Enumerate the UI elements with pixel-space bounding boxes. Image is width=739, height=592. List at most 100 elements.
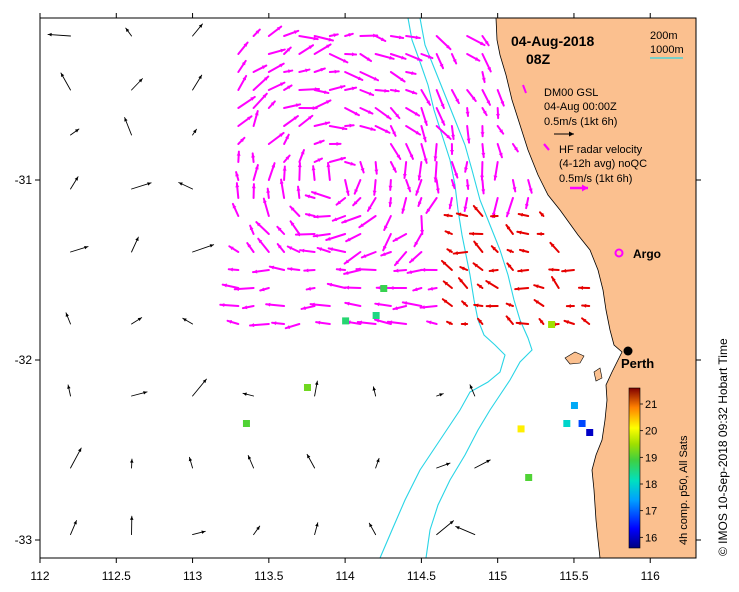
radar-arrow (448, 197, 453, 210)
radar-arrow (359, 161, 365, 174)
radar-arrow (252, 28, 261, 37)
radar-arrow-red (446, 320, 453, 326)
colorbar-label: 4h comp. p50, All Sats (678, 435, 690, 545)
credit-text: © IMOS 10-Sep-2018 09:32 Hobart Time (716, 338, 730, 556)
radar-arrow (235, 182, 240, 199)
radar-arrow (466, 89, 477, 102)
perth-label: Perth (621, 356, 654, 371)
radar-arrow (481, 143, 486, 159)
colorbar-tick-label: 21 (645, 399, 657, 411)
radar-arrow-layer (219, 25, 591, 330)
radar-arrow (344, 32, 354, 37)
radar-arrow (405, 143, 414, 160)
radar-arrow (326, 282, 347, 289)
radar-arrow (252, 164, 259, 181)
radar-arrow (359, 107, 374, 115)
x-tick-label: 114 (336, 569, 355, 583)
radar-arrow (303, 268, 316, 273)
radar-arrow (267, 100, 276, 109)
radar-legend-swatch-icon (543, 143, 550, 151)
radar-arrow-red (514, 286, 530, 291)
colorbar-tick-label: 20 (645, 426, 657, 438)
x-tick-label: 113.5 (254, 569, 283, 583)
radar-arrow (419, 305, 438, 310)
radar-arrow-red (472, 204, 484, 217)
radar-arrow (298, 114, 314, 127)
model-arrow (306, 453, 316, 469)
model-arrow (70, 245, 89, 253)
model-arrow (375, 457, 380, 469)
radar-arrow (493, 161, 499, 181)
model-arrow (253, 525, 261, 536)
model-legend-line1: DM00 GSL (544, 87, 598, 99)
colorbar-tick-label: 18 (645, 479, 657, 491)
radar-arrow (481, 71, 486, 84)
radar-arrow (237, 136, 246, 145)
radar-arrow (237, 41, 249, 55)
radar-arrow-red (441, 298, 453, 307)
radar-arrow (344, 71, 364, 81)
model-arrow (65, 312, 71, 325)
radar-arrow (405, 35, 421, 40)
sst-colorbar (628, 387, 641, 549)
radar-arrow (481, 179, 486, 195)
radar-arrow-red (550, 276, 560, 289)
bathymetry-contours (379, 17, 533, 559)
model-arrow (124, 117, 132, 136)
radar-arrow (374, 35, 387, 42)
radar-arrow (420, 53, 434, 60)
radar-arrow (279, 178, 286, 199)
radar-arrow-red (473, 303, 484, 308)
radar-arrow (328, 85, 346, 91)
sst-patch (372, 312, 380, 319)
model-arrow (368, 522, 377, 536)
map-time: 08Z (526, 51, 551, 67)
radar-arrow (283, 84, 293, 91)
radar-arrow (420, 143, 428, 164)
radar-arrow (235, 171, 240, 181)
model-arrow (47, 32, 71, 37)
radar-arrow (331, 215, 347, 222)
radar-arrow (298, 44, 315, 55)
radar-arrow (359, 125, 376, 131)
sst-patch (570, 402, 578, 409)
radar-arrow-red (549, 241, 560, 253)
radar-arrow (352, 197, 362, 207)
radar-arrow (388, 286, 408, 290)
radar-arrow-red (473, 240, 484, 253)
radar-arrow (284, 323, 301, 330)
radar-arrow (366, 197, 377, 212)
radar-arrow (412, 287, 423, 292)
radar-arrow (413, 233, 423, 248)
radar-arrow (313, 67, 326, 73)
radar-arrow (268, 265, 286, 271)
radar-arrow (262, 197, 270, 217)
radar-arrow (267, 81, 286, 91)
radar-arrow (388, 179, 393, 191)
perth-marker (623, 346, 633, 356)
radar-arrow-red (505, 302, 514, 307)
radar-arrow (298, 68, 311, 73)
radar-arrow-red (538, 211, 545, 217)
model-arrow (192, 244, 215, 253)
radar-arrow-red (563, 319, 575, 325)
radar-arrow (433, 143, 438, 162)
x-tick-label: 112 (30, 569, 49, 583)
radar-arrow-red (548, 267, 560, 272)
radar-arrow (465, 179, 470, 191)
radar-arrow (388, 197, 393, 208)
radar-arrow (402, 161, 408, 180)
radar-arrow (374, 161, 379, 175)
radar-arrow (435, 179, 440, 194)
radar-arrow (335, 197, 347, 206)
radar-arrow (356, 320, 377, 325)
sst-patch (525, 474, 533, 481)
model-arrow (372, 386, 377, 397)
radar-arrow (405, 125, 422, 136)
sst-patch (342, 317, 350, 325)
radar-arrow-red (516, 230, 530, 235)
radar-arrow (433, 161, 438, 183)
radar-arrow-red (506, 262, 514, 271)
radar-arrow (420, 215, 425, 236)
radar-arrow (313, 157, 323, 163)
